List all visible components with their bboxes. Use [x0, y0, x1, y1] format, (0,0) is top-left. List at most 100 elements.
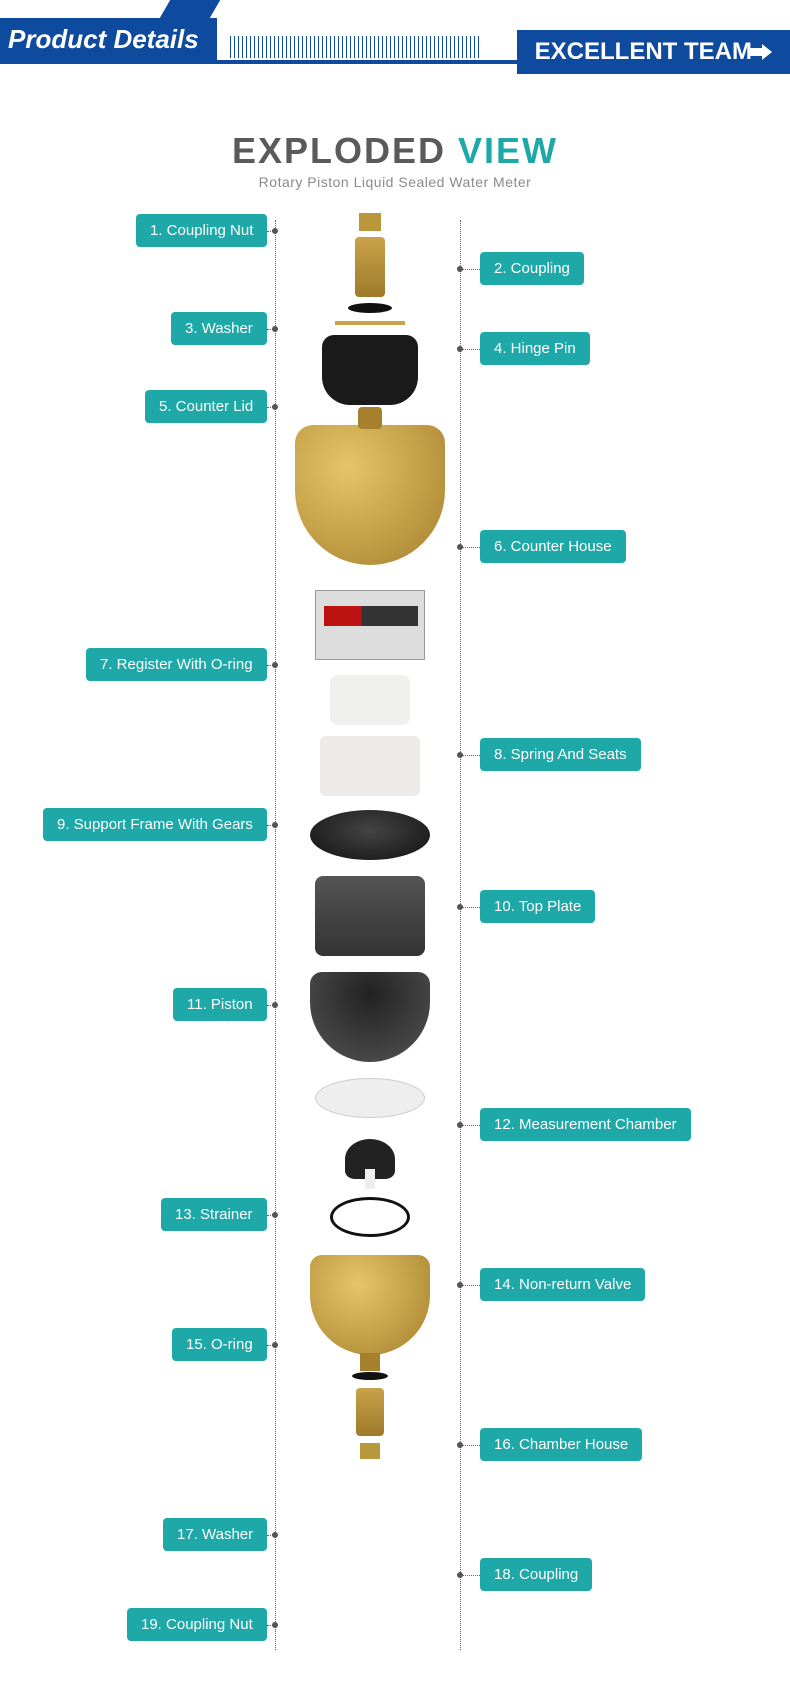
part-nonreturn-valve: [345, 1126, 395, 1192]
part-shape-spring-seats: [330, 675, 410, 725]
dot-l9: [272, 822, 278, 828]
label-l11: 11. Piston: [173, 988, 267, 1021]
title-word2: VIEW: [458, 130, 558, 171]
connector-l14: [460, 1285, 480, 1286]
part-shape-counter-lid: [322, 335, 418, 405]
part-support-frame: [320, 730, 420, 802]
label-l18: 18. Coupling: [480, 1558, 592, 1591]
part-washer: [348, 300, 392, 316]
header: Product Details EXCELLENT TEAM: [0, 0, 790, 70]
label-l13: 13. Strainer: [161, 1198, 267, 1231]
dot-l17: [272, 1532, 278, 1538]
dot-l10: [457, 904, 463, 910]
part-shape-coupling-nut-2: [360, 1443, 380, 1459]
part-shape-support-frame: [320, 736, 420, 796]
dot-l8: [457, 752, 463, 758]
connector-l8: [460, 755, 480, 756]
part-shape-piston: [315, 876, 425, 956]
part-coupling-nut-2: [360, 1440, 380, 1462]
part-shape-coupling-nut: [359, 213, 381, 231]
dot-l5: [272, 404, 278, 410]
part-coupling-nut: [359, 210, 381, 234]
part-shape-nonreturn-valve: [345, 1139, 395, 1179]
header-tab: [160, 0, 220, 18]
dot-l12: [457, 1122, 463, 1128]
part-shape-counter-house: [295, 425, 445, 565]
connector-l18: [460, 1575, 480, 1576]
label-l3: 3. Washer: [171, 312, 267, 345]
part-shape-hinge-pin: [335, 321, 405, 325]
dot-l13: [272, 1212, 278, 1218]
label-l8: 8. Spring And Seats: [480, 738, 641, 771]
arrow-right-icon: [762, 44, 772, 60]
header-underline: [0, 60, 790, 64]
part-shape-chamber-house: [310, 1255, 430, 1355]
part-spring-seats: [330, 670, 410, 730]
label-l17: 17. Washer: [163, 1518, 267, 1551]
part-chamber-house: [310, 1242, 430, 1368]
exploded-diagram: 1. Coupling Nut 2. Coupling 3. Washer 4. Hi…: [0, 210, 790, 1670]
connector-l12: [460, 1125, 480, 1126]
part-counter-lid: [322, 330, 418, 410]
dot-l3: [272, 326, 278, 332]
label-l9: 9. Support Frame With Gears: [43, 808, 267, 841]
label-l19: 19. Coupling Nut: [127, 1608, 267, 1641]
label-l7: 7. Register With O-ring: [86, 648, 267, 681]
label-l14: 14. Non-return Valve: [480, 1268, 645, 1301]
label-l12: 12. Measurement Chamber: [480, 1108, 691, 1141]
connector-l2: [460, 269, 480, 270]
part-shape-strainer: [315, 1078, 425, 1118]
header-title-right: EXCELLENT TEAM: [517, 30, 790, 74]
label-l6: 6. Counter House: [480, 530, 626, 563]
label-l2: 2. Coupling: [480, 252, 584, 285]
dot-l1: [272, 228, 278, 234]
label-l4: 4. Hinge Pin: [480, 332, 590, 365]
dot-l4: [457, 346, 463, 352]
guideline-right: [460, 220, 461, 1650]
part-coupling-2: [356, 1384, 384, 1440]
dot-l11: [272, 1002, 278, 1008]
connector-l10: [460, 907, 480, 908]
part-shape-meas-chamber: [310, 972, 430, 1062]
part-counter-house: [295, 410, 445, 580]
connector-l16: [460, 1445, 480, 1446]
part-piston: [315, 868, 425, 964]
part-coupling: [355, 234, 385, 300]
part-top-plate: [310, 802, 430, 868]
dot-l19: [272, 1622, 278, 1628]
guideline-left: [275, 220, 276, 1650]
label-l5: 5. Counter Lid: [145, 390, 267, 423]
part-shape-top-plate: [310, 810, 430, 860]
part-shape-washer: [348, 303, 392, 313]
dot-l6: [457, 544, 463, 550]
header-ticks: [230, 36, 480, 58]
title-block: EXPLODED VIEW Rotary Piston Liquid Seale…: [0, 130, 790, 190]
dot-l2: [457, 266, 463, 272]
dot-l14: [457, 1282, 463, 1288]
label-l10: 10. Top Plate: [480, 890, 595, 923]
title-subtitle: Rotary Piston Liquid Sealed Water Meter: [0, 174, 790, 190]
dot-l16: [457, 1442, 463, 1448]
title-main: EXPLODED VIEW: [0, 130, 790, 172]
connector-l6: [460, 547, 480, 548]
title-word1: EXPLODED: [232, 130, 446, 171]
label-l16: 16. Chamber House: [480, 1428, 642, 1461]
part-strainer: [315, 1070, 425, 1126]
dot-l18: [457, 1572, 463, 1578]
dot-l7: [272, 662, 278, 668]
part-shape-o-ring: [330, 1197, 410, 1237]
parts-column: [280, 210, 460, 1670]
dot-l15: [272, 1342, 278, 1348]
part-shape-register: [315, 590, 425, 660]
label-l1: 1. Coupling Nut: [136, 214, 267, 247]
label-l15: 15. O-ring: [172, 1328, 267, 1361]
part-register: [315, 580, 425, 670]
header-title-left: Product Details: [0, 18, 217, 61]
part-meas-chamber: [310, 964, 430, 1070]
part-o-ring: [330, 1192, 410, 1242]
part-shape-coupling-2: [356, 1388, 384, 1436]
part-shape-coupling: [355, 237, 385, 297]
part-hinge-pin: [335, 316, 405, 330]
part-shape-washer-2: [352, 1372, 388, 1380]
connector-l4: [460, 349, 480, 350]
